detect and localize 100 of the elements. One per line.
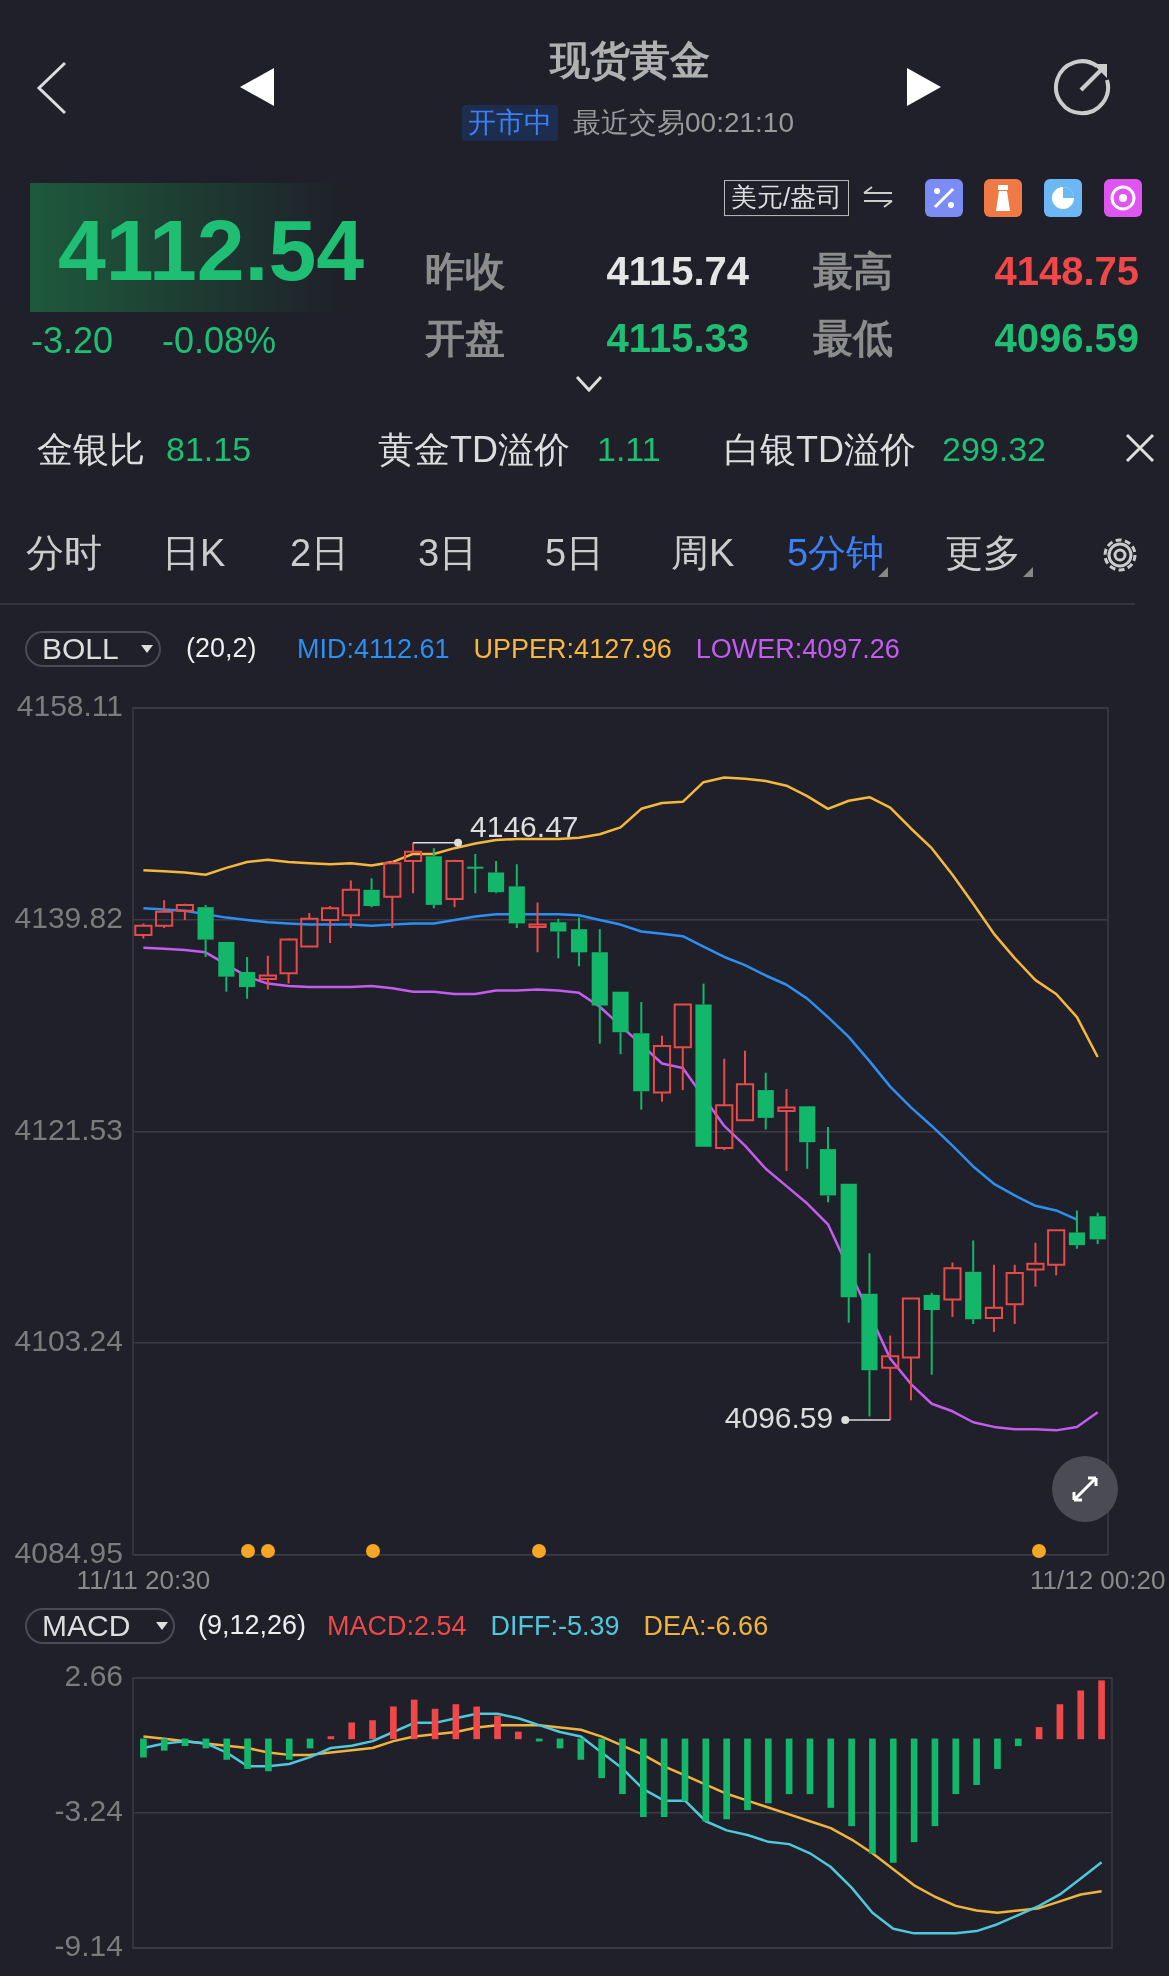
- candlestick: [943, 1261, 962, 1318]
- candlestick: [799, 1106, 816, 1170]
- bar: [744, 1738, 751, 1811]
- bar: [327, 1736, 335, 1740]
- bar: [160, 1738, 168, 1751]
- candlestick: [341, 879, 360, 930]
- bar: [931, 1738, 939, 1827]
- chart-title: 现货黄金: [550, 36, 710, 84]
- candlestick: [321, 905, 340, 945]
- bar: [1098, 1680, 1105, 1740]
- text: UPPER:4127.96: [473, 633, 672, 665]
- text: MACD:2.54: [327, 1610, 467, 1642]
- text: DIFF:-5.39: [490, 1610, 620, 1642]
- bar: [390, 1706, 397, 1740]
- bar: [1077, 1690, 1085, 1740]
- text: 5日: [545, 532, 605, 576]
- candlestick: [425, 847, 442, 910]
- candlestick: [197, 903, 214, 958]
- text: 3日: [418, 532, 478, 576]
- candlestick: [591, 928, 608, 1045]
- candlestick: [550, 917, 567, 960]
- bar: [369, 1720, 376, 1740]
- text: 周K: [671, 532, 735, 576]
- bar: [764, 1738, 772, 1804]
- text: 开市中: [462, 104, 558, 142]
- text: 4096.59: [994, 315, 1139, 361]
- candlestick: [239, 955, 256, 1000]
- candlestick: [258, 954, 277, 991]
- bar: [619, 1738, 626, 1795]
- y-tick-label: 4121.53: [14, 1112, 123, 1146]
- candlestick: [840, 1183, 857, 1324]
- text: 4112.54: [58, 200, 365, 300]
- text: 开盘: [425, 315, 505, 361]
- candlestick: [819, 1126, 837, 1204]
- candlestick: [1068, 1209, 1086, 1250]
- text: 最近交易00:21:10: [573, 106, 794, 140]
- bar: [265, 1738, 272, 1772]
- candlestick: [777, 1087, 796, 1173]
- text: -3.20: [31, 320, 114, 362]
- bar: [410, 1699, 418, 1740]
- text: -0.08%: [162, 320, 277, 362]
- text: 最低: [813, 315, 893, 361]
- candlestick: [715, 1057, 734, 1152]
- text: 81.15: [166, 430, 252, 470]
- candlestick: [673, 1003, 692, 1092]
- annotation: 4146.47: [470, 809, 579, 843]
- candlestick: [965, 1239, 982, 1325]
- bar: [640, 1738, 647, 1817]
- candlestick: [757, 1071, 774, 1131]
- text: (20,2): [186, 633, 257, 665]
- text: 日K: [162, 532, 226, 576]
- text: 1.11: [597, 430, 661, 470]
- annotation: 4096.59: [724, 1401, 834, 1435]
- bar: [285, 1738, 293, 1760]
- bar: [452, 1704, 460, 1740]
- candlestick: [652, 1034, 672, 1103]
- candlestick: [528, 901, 547, 954]
- candlestick: [901, 1297, 921, 1402]
- bar: [348, 1722, 356, 1740]
- bar: [973, 1738, 980, 1785]
- text: BOLL: [42, 631, 119, 667]
- candlestick: [1005, 1263, 1024, 1325]
- text: LOWER:4097.26: [695, 633, 900, 665]
- bar: [889, 1738, 897, 1863]
- candlestick: [1026, 1241, 1045, 1288]
- candlestick: [1089, 1211, 1106, 1246]
- candlestick: [487, 859, 505, 893]
- text: 4115.33: [606, 315, 749, 361]
- candlestick: [218, 941, 235, 993]
- y-tick-label: 2.66: [64, 1659, 123, 1693]
- text: 黄金TD溢价: [378, 429, 570, 471]
- text: 5分钟: [787, 532, 885, 576]
- y-tick-label: -3.24: [54, 1794, 123, 1828]
- y-tick-label: 4158.11: [16, 689, 123, 723]
- text: 金银比: [37, 429, 145, 471]
- bar: [598, 1738, 605, 1779]
- text: 分时: [26, 532, 102, 576]
- bar: [1014, 1738, 1022, 1747]
- bar: [244, 1738, 251, 1769]
- text: MID:4112.61: [297, 633, 450, 665]
- text: 白银TD溢价: [724, 429, 916, 471]
- text: 4148.75: [994, 248, 1139, 294]
- candlestick: [633, 1001, 650, 1111]
- candlestick: [508, 863, 525, 930]
- bar: [702, 1738, 710, 1822]
- candlestick: [467, 852, 484, 895]
- text: 更多: [945, 532, 1021, 576]
- text: 299.32: [942, 430, 1046, 470]
- bar: [869, 1738, 876, 1854]
- bar: [827, 1738, 835, 1808]
- bar: [952, 1738, 960, 1795]
- bar: [515, 1731, 522, 1740]
- bar: [223, 1738, 231, 1760]
- bar: [723, 1738, 730, 1820]
- candlestick: [695, 982, 712, 1147]
- bar: [848, 1738, 855, 1827]
- text: 2日: [290, 532, 350, 576]
- text: 昨收: [425, 248, 505, 294]
- candlestick: [403, 841, 423, 895]
- candlestick: [984, 1263, 1004, 1333]
